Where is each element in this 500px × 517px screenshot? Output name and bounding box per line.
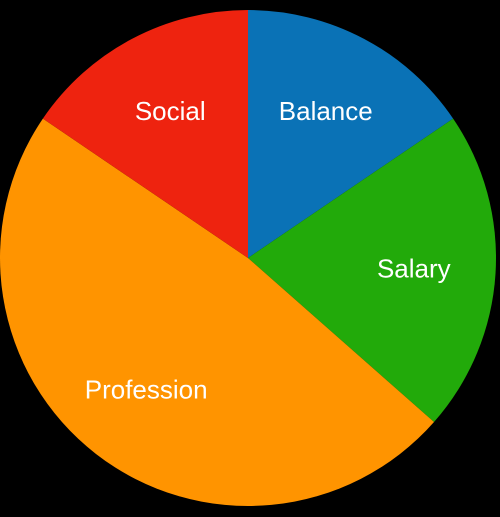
slice-label-balance: Balance: [279, 96, 373, 126]
pie-labels: Balance Salary Profession Social: [85, 96, 451, 404]
slice-salary: [248, 118, 497, 423]
slice-label-social: Social: [135, 96, 206, 126]
slice-balance: [248, 10, 454, 258]
slice-label-profession: Profession: [85, 374, 208, 404]
slice-profession: [0, 118, 435, 507]
pie-slices: [0, 9, 497, 507]
slice-social: [42, 9, 248, 258]
slice-label-salary: Salary: [377, 253, 451, 283]
